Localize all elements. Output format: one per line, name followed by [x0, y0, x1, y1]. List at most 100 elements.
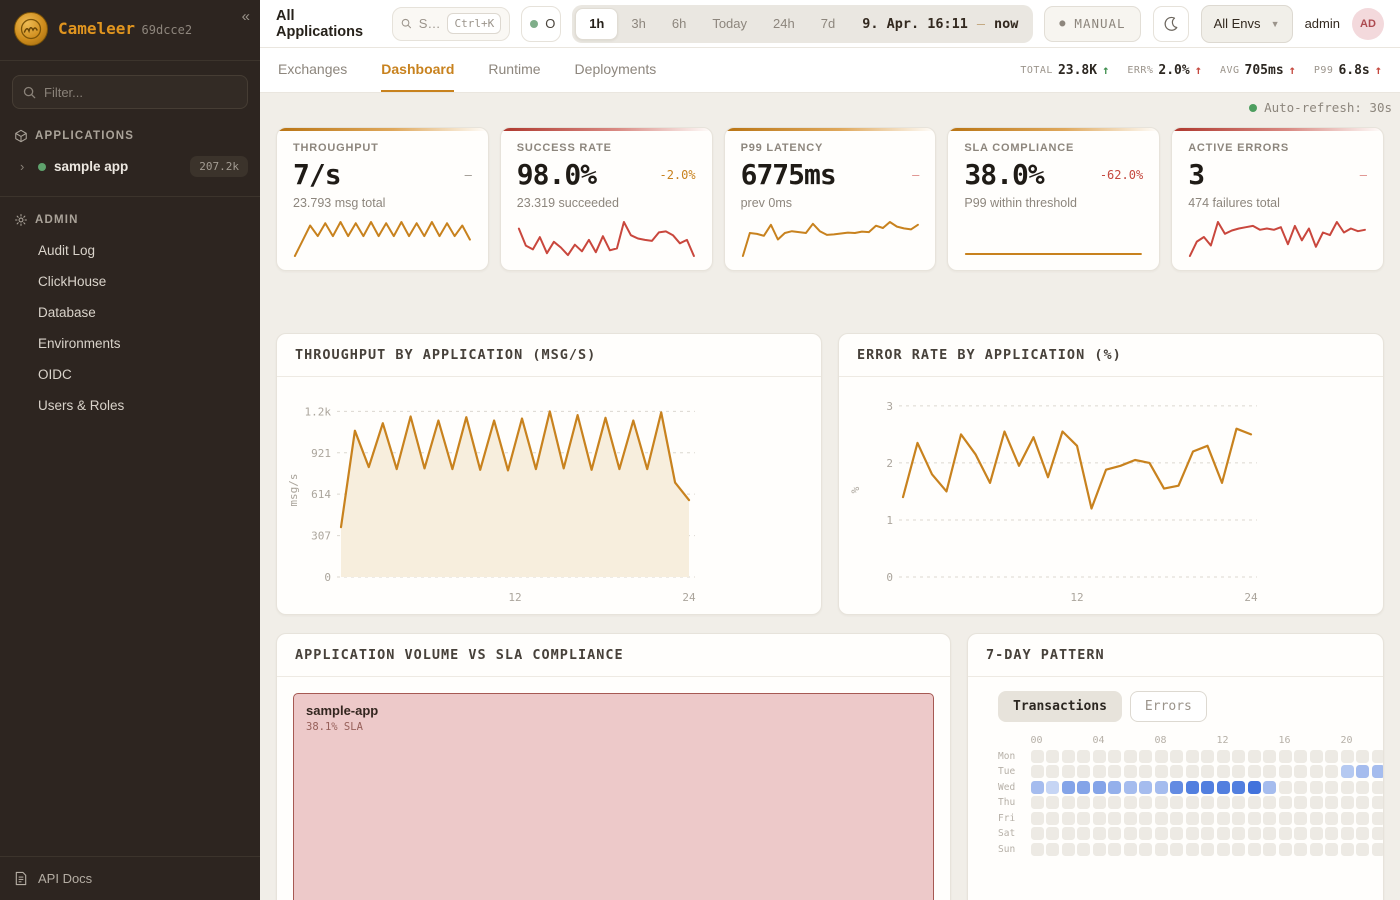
heatmap-cell[interactable]: [1030, 796, 1044, 809]
heatmap-cell[interactable]: [1263, 827, 1276, 840]
heatmap-cell[interactable]: [1061, 780, 1075, 794]
heatmap-cell[interactable]: [1371, 780, 1383, 794]
heatmap-cell[interactable]: [1216, 811, 1230, 825]
heatmap-cell[interactable]: [1154, 796, 1168, 809]
heatmap-cell[interactable]: [1185, 749, 1199, 763]
heatmap-cell[interactable]: [1077, 780, 1090, 794]
heatmap-cell[interactable]: [1201, 811, 1214, 825]
heatmap-cell[interactable]: [1340, 749, 1354, 763]
heatmap-cell[interactable]: [1201, 780, 1214, 794]
heatmap-cell[interactable]: [1371, 842, 1383, 856]
heatmap-cell[interactable]: [1092, 796, 1106, 809]
heatmap-cell[interactable]: [1185, 780, 1199, 794]
heatmap-cell[interactable]: [1170, 842, 1183, 856]
chevron-right-icon[interactable]: ›: [20, 159, 25, 174]
heatmap-cell[interactable]: [1340, 811, 1354, 825]
heatmap-cell[interactable]: [1185, 796, 1199, 809]
heatmap-cell[interactable]: [1371, 811, 1383, 825]
heatmap-cell[interactable]: [1108, 796, 1121, 809]
sidebar-item-database[interactable]: Database: [38, 305, 96, 320]
heatmap-cell[interactable]: [1216, 827, 1230, 840]
heatmap-cell[interactable]: [1340, 780, 1354, 794]
heatmap-cell[interactable]: [1232, 749, 1245, 763]
heatmap-cell[interactable]: [1154, 842, 1168, 856]
heatmap-cell[interactable]: [1077, 765, 1090, 778]
heatmap-cell[interactable]: [1046, 842, 1059, 856]
heatmap-cell[interactable]: [1108, 765, 1121, 778]
heatmap-cell[interactable]: [1356, 842, 1369, 856]
heatmap-cell[interactable]: [1294, 811, 1307, 825]
heatmap-cell[interactable]: [1356, 827, 1369, 840]
tab-deployments[interactable]: Deployments: [574, 61, 657, 77]
heatmap-cell[interactable]: [1139, 811, 1152, 825]
time-range-24h[interactable]: 24h: [760, 8, 808, 40]
time-range-7d[interactable]: 7d: [808, 8, 848, 40]
heatmap-cell[interactable]: [1325, 765, 1338, 778]
heatmap-cell[interactable]: [1371, 796, 1383, 809]
heatmap-cell[interactable]: [1108, 827, 1121, 840]
sidebar-item-audit-log[interactable]: Audit Log: [38, 243, 96, 258]
heatmap-cell[interactable]: [1123, 827, 1137, 840]
heatmap-cell[interactable]: [1092, 842, 1106, 856]
heatmap-cell[interactable]: [1201, 827, 1214, 840]
heatmap-cell[interactable]: [1325, 780, 1338, 794]
heatmap-cell[interactable]: [1185, 827, 1199, 840]
heatmap-cell[interactable]: [1278, 749, 1292, 763]
heatmap-cell[interactable]: [1247, 765, 1261, 778]
tab-dashboard[interactable]: Dashboard: [381, 48, 455, 92]
heatmap-cell[interactable]: [1092, 811, 1106, 825]
heatmap-tab-errors[interactable]: Errors: [1129, 691, 1207, 722]
heatmap-cell[interactable]: [1340, 765, 1354, 778]
heatmap-cell[interactable]: [1340, 842, 1354, 856]
heatmap-cell[interactable]: [1201, 842, 1214, 856]
time-range-1h[interactable]: 1h: [575, 7, 619, 40]
heatmap-cell[interactable]: [1201, 765, 1214, 778]
heatmap-cell[interactable]: [1046, 749, 1059, 763]
heatmap-cell[interactable]: [1154, 780, 1168, 794]
heatmap-cell[interactable]: [1247, 749, 1261, 763]
sidebar-item-oidc[interactable]: OIDC: [38, 367, 72, 382]
sidebar-collapse-icon[interactable]: «: [241, 8, 250, 25]
heatmap-cell[interactable]: [1154, 749, 1168, 763]
heatmap-cell[interactable]: [1325, 796, 1338, 809]
heatmap-cell[interactable]: [1139, 842, 1152, 856]
heatmap-cell[interactable]: [1309, 765, 1323, 778]
heatmap-cell[interactable]: [1170, 749, 1183, 763]
heatmap-cell[interactable]: [1139, 780, 1152, 794]
heatmap-cell[interactable]: [1216, 765, 1230, 778]
heatmap-cell[interactable]: [1356, 765, 1369, 778]
heatmap-cell[interactable]: [1170, 780, 1183, 794]
heatmap-cell[interactable]: [1061, 842, 1075, 856]
sidebar-item-sample-app[interactable]: › sample app 207.2k: [0, 149, 260, 184]
heatmap-cell[interactable]: [1371, 749, 1383, 763]
heatmap-cell[interactable]: [1170, 765, 1183, 778]
heatmap-cell[interactable]: [1030, 811, 1044, 825]
heatmap-cell[interactable]: [1371, 765, 1383, 778]
sidebar-item-api-docs[interactable]: API Docs: [0, 856, 260, 900]
heatmap-cell[interactable]: [1294, 796, 1307, 809]
heatmap-cell[interactable]: [1325, 827, 1338, 840]
heatmap-cell[interactable]: [1139, 765, 1152, 778]
heatmap-cell[interactable]: [1201, 749, 1214, 763]
heatmap-cell[interactable]: [1216, 842, 1230, 856]
heatmap-cell[interactable]: [1278, 842, 1292, 856]
heatmap-cell[interactable]: [1294, 749, 1307, 763]
heatmap-cell[interactable]: [1247, 827, 1261, 840]
heatmap-cell[interactable]: [1030, 765, 1044, 778]
heatmap-cell[interactable]: [1108, 811, 1121, 825]
avatar[interactable]: AD: [1352, 7, 1384, 40]
heatmap-cell[interactable]: [1356, 811, 1369, 825]
heatmap-cell[interactable]: [1216, 780, 1230, 794]
heatmap-cell[interactable]: [1247, 811, 1261, 825]
heatmap-cell[interactable]: [1278, 827, 1292, 840]
heatmap-cell[interactable]: [1309, 749, 1323, 763]
heatmap-cell[interactable]: [1092, 749, 1106, 763]
heatmap-cell[interactable]: [1030, 780, 1044, 794]
heatmap-cell[interactable]: [1108, 749, 1121, 763]
heatmap-cell[interactable]: [1185, 811, 1199, 825]
heatmap-cell[interactable]: [1185, 765, 1199, 778]
heatmap-cell[interactable]: [1077, 827, 1090, 840]
theme-toggle-button[interactable]: [1152, 5, 1189, 42]
heatmap-cell[interactable]: [1170, 827, 1183, 840]
heatmap-cell[interactable]: [1309, 842, 1323, 856]
